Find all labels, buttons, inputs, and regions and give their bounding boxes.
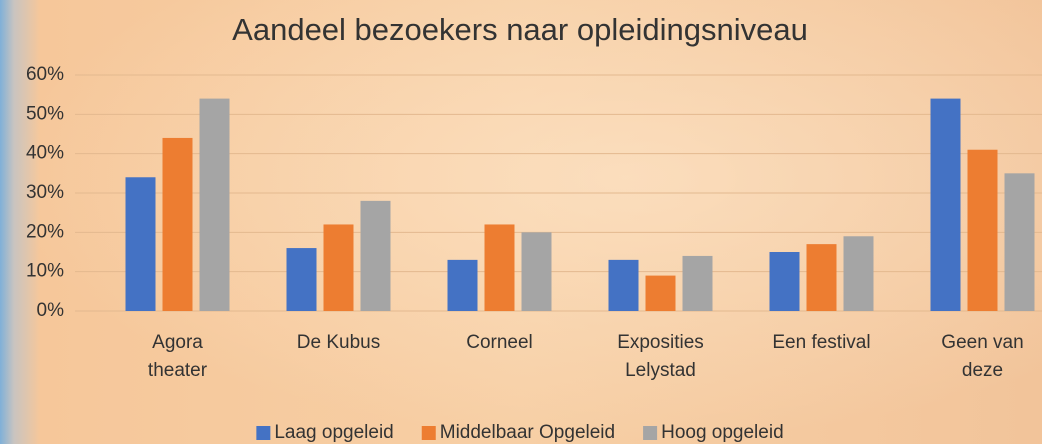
y-tick-label: 10% [26, 261, 64, 282]
legend-label: Laag opgeleid [274, 422, 393, 443]
chart-title: Aandeel bezoekers naar opleidingsniveau [232, 12, 808, 47]
legend-label: Hoog opgeleid [661, 422, 784, 443]
bar [967, 149, 998, 311]
bar [645, 275, 676, 311]
bar [162, 137, 193, 311]
bar [1004, 173, 1035, 311]
bar [682, 255, 713, 311]
bar [286, 248, 317, 311]
y-tick-label: 30% [26, 182, 64, 203]
bar [484, 224, 515, 311]
x-tick-label: De Kubus [296, 332, 381, 353]
y-tick-label: 0% [37, 300, 65, 321]
bar [806, 244, 837, 311]
bar [447, 259, 478, 311]
y-tick-label: 20% [26, 221, 64, 242]
bar [199, 98, 230, 311]
x-tick-label: Agora theater [147, 332, 208, 381]
x-tick-label: Een festival [772, 332, 871, 353]
legend-swatch [256, 426, 271, 440]
bar [769, 252, 800, 311]
bar [125, 177, 156, 311]
legend-swatch [421, 426, 436, 440]
bar [360, 200, 391, 311]
legend-label: Middelbaar Opgeleid [440, 422, 615, 443]
y-tick-label: 60% [26, 64, 64, 85]
bar [608, 259, 639, 311]
bar [930, 98, 961, 311]
x-tick-label: Exposities Lelystad [617, 332, 704, 381]
bar [843, 236, 874, 311]
x-tick-label: Geen van deze [941, 332, 1024, 381]
legend-swatch [643, 426, 658, 440]
y-tick-label: 50% [26, 103, 64, 124]
bar [323, 224, 354, 311]
y-tick-label: 40% [26, 143, 64, 164]
bar [521, 232, 552, 311]
x-tick-label: Corneel [466, 332, 533, 353]
